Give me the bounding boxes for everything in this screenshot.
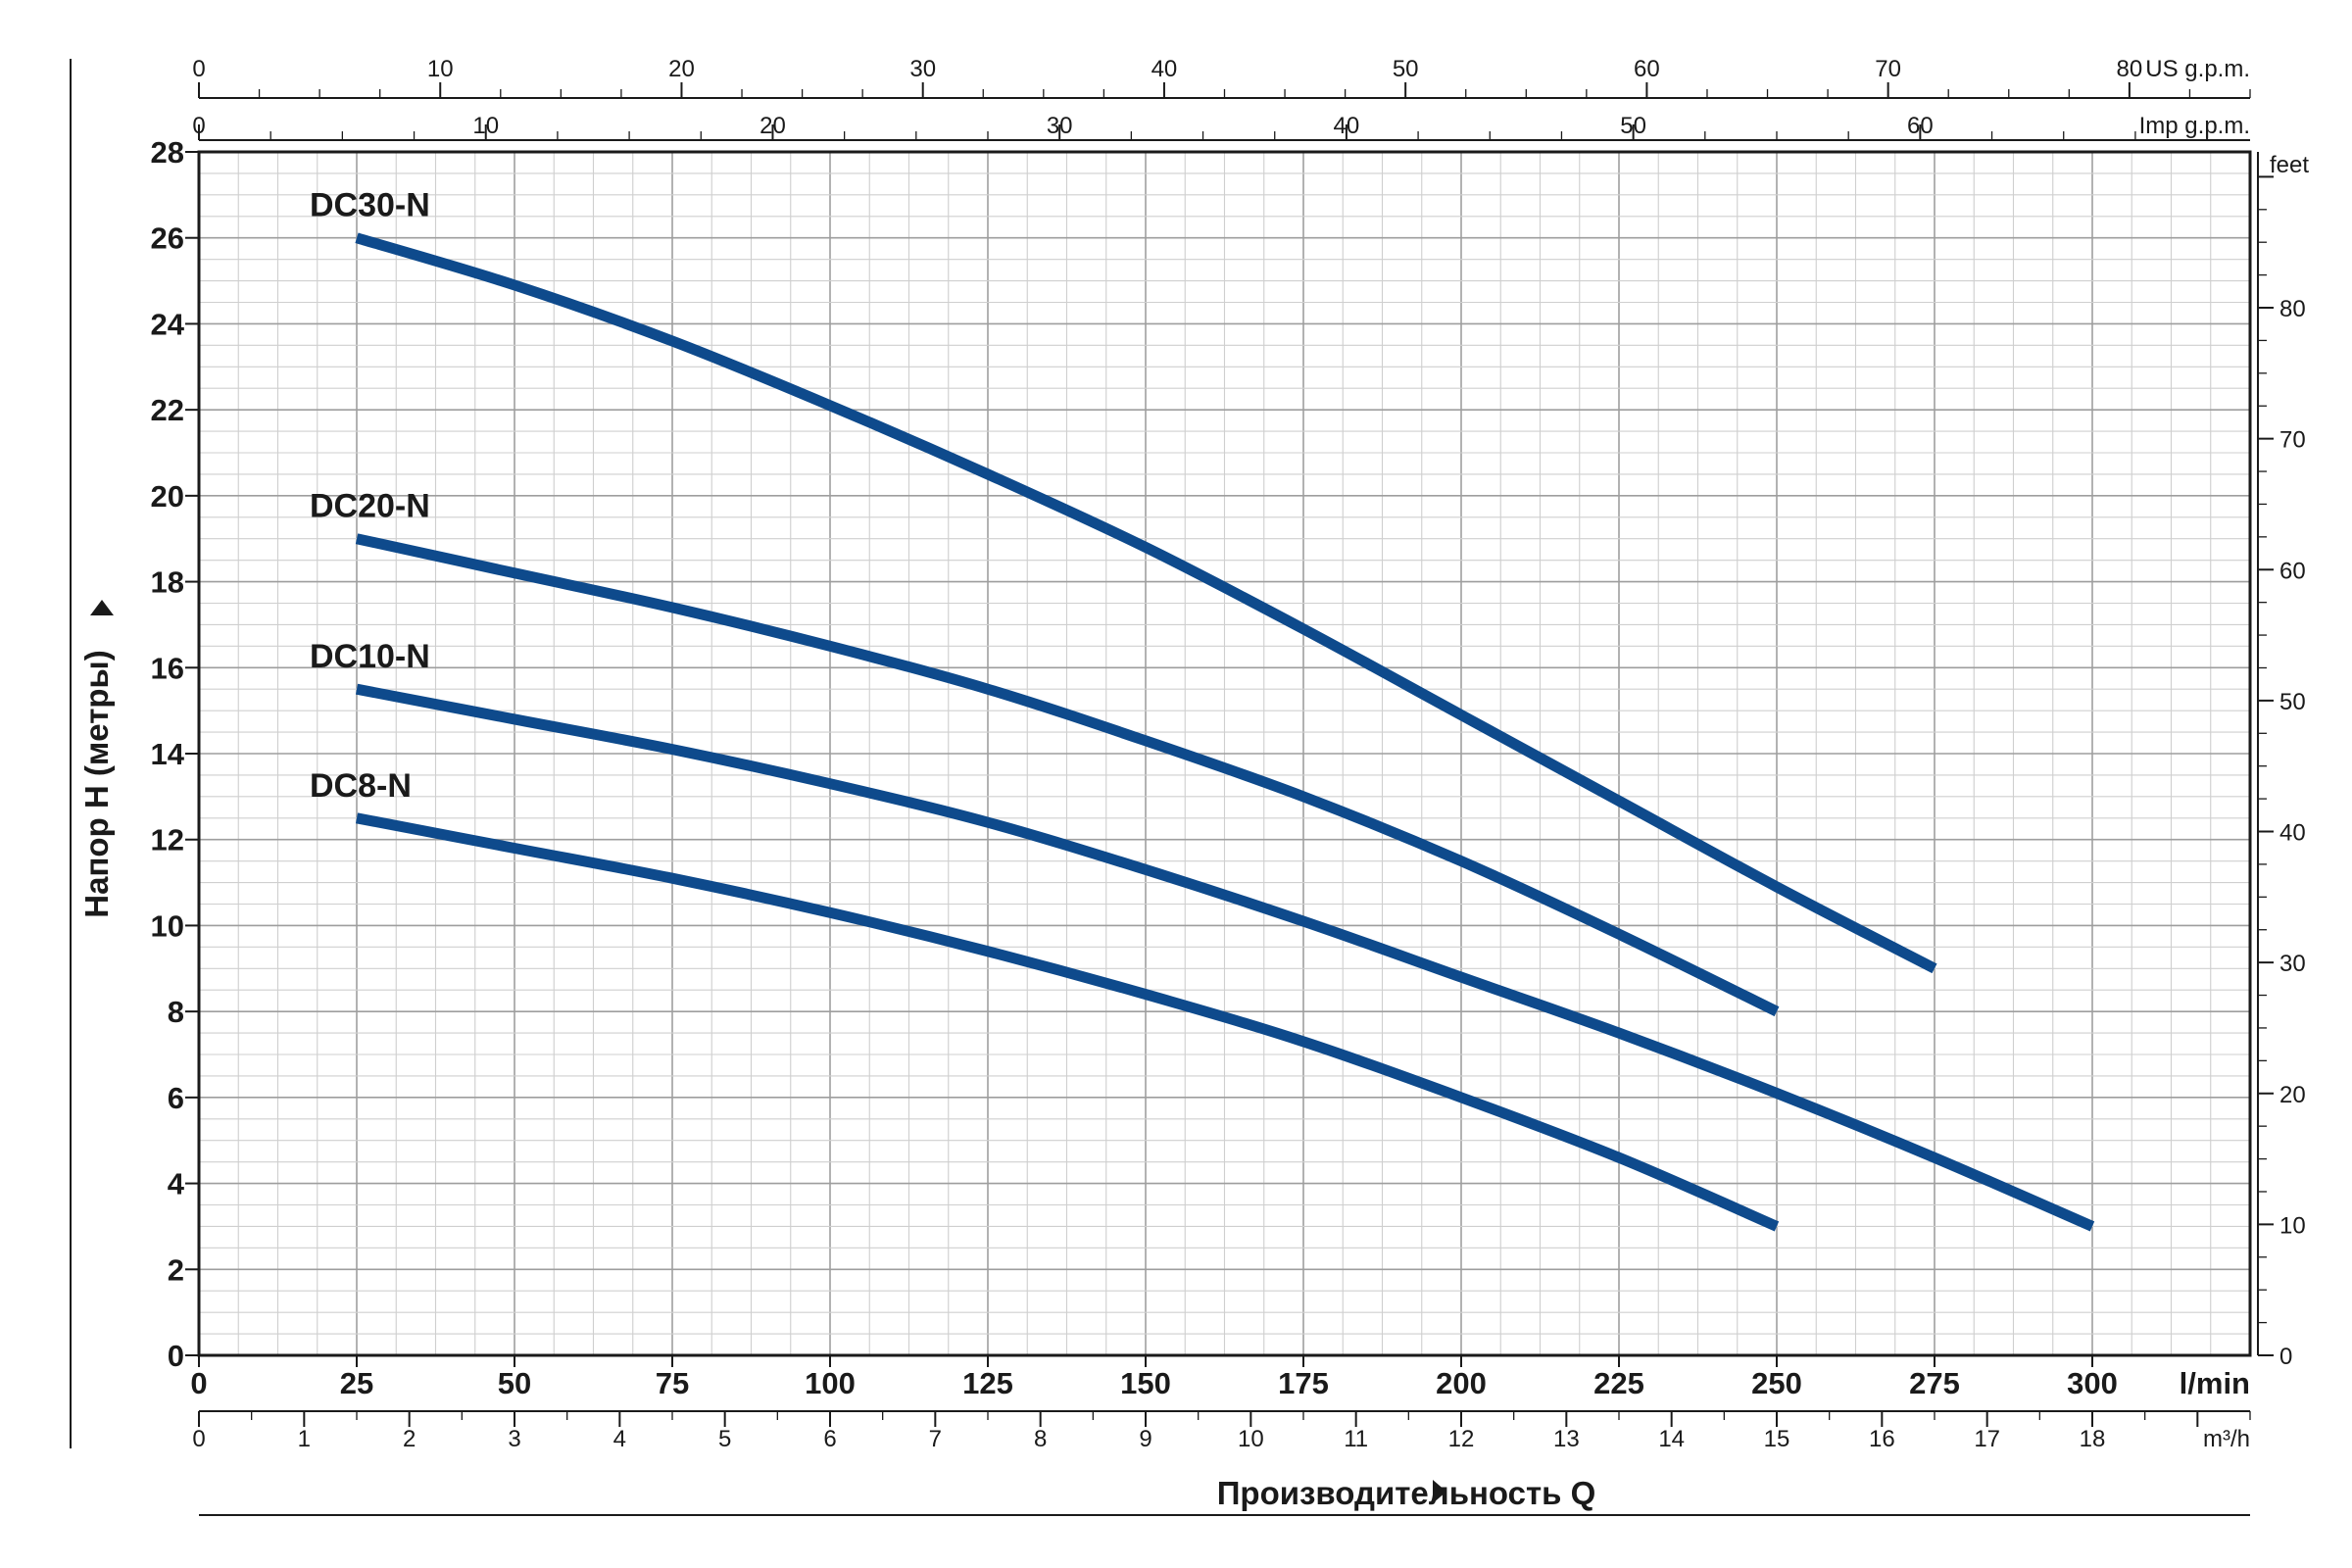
y-axis-title: Напор H (метры)	[78, 650, 115, 917]
us-gpm-tick-label: 40	[1152, 56, 1178, 82]
us-gpm-tick-label: 70	[1875, 56, 1901, 82]
m3h-tick-label: 10	[1238, 1426, 1264, 1452]
us-gpm-tick-label: 20	[668, 56, 695, 82]
imp-gpm-tick-label: 10	[472, 113, 499, 139]
imp-gpm-unit-label: Imp g.p.m.	[2139, 113, 2250, 139]
y-axis-arrow-icon	[90, 600, 114, 615]
imp-gpm-tick-label: 20	[760, 113, 786, 139]
x-tick-label: 25	[340, 1366, 373, 1400]
y-tick-label: 14	[151, 737, 185, 771]
feet-tick-label: 20	[2279, 1082, 2306, 1108]
x-tick-label: 150	[1120, 1366, 1171, 1400]
series-line-dc30-n	[355, 232, 1937, 974]
y-tick-label: 6	[168, 1081, 184, 1115]
feet-tick-label: 60	[2279, 558, 2306, 584]
x-tick-label: 300	[2067, 1366, 2118, 1400]
imp-gpm-tick-label: 30	[1047, 113, 1073, 139]
m3h-tick-label: 17	[1974, 1426, 2000, 1452]
feet-tick-label: 0	[2279, 1344, 2292, 1370]
y-tick-label: 26	[151, 221, 184, 256]
chart-series	[355, 232, 2095, 1232]
imp-gpm-tick-label: 0	[192, 113, 205, 139]
x-tick-label: 0	[190, 1366, 207, 1400]
chart-labels: DC30-N DC20-N DC10-N DC8-N Производительност…	[78, 187, 1595, 1511]
series-label-dc20-n: DC20-N	[310, 488, 430, 525]
us-gpm-tick-label: 60	[1634, 56, 1660, 82]
series-label-dc30-n: DC30-N	[310, 187, 430, 224]
us-gpm-tick-label: 80	[2117, 56, 2143, 82]
m3h-tick-label: 12	[1448, 1426, 1475, 1452]
y-tick-label: 24	[151, 307, 185, 341]
m3h-tick-label: 6	[823, 1426, 836, 1452]
x-tick-label: 125	[962, 1366, 1013, 1400]
x-tick-label: 250	[1751, 1366, 1802, 1400]
y-tick-label: 0	[168, 1339, 184, 1373]
y-tick-label: 28	[151, 135, 184, 170]
m3h-tick-label: 1	[298, 1426, 311, 1452]
x-tick-label: 100	[805, 1366, 856, 1400]
series-label-dc8-n: DC8-N	[310, 767, 412, 805]
feet-tick-label: 40	[2279, 820, 2306, 847]
feet-tick-label: 80	[2279, 296, 2306, 322]
y-tick-label: 20	[151, 479, 184, 514]
m3h-tick-label: 14	[1658, 1426, 1685, 1452]
y-tick-label: 18	[151, 565, 184, 600]
feet-tick-label: 50	[2279, 689, 2306, 715]
m3h-tick-label: 18	[2080, 1426, 2106, 1452]
feet-unit-label: feet	[2270, 152, 2309, 178]
m3h-tick-label: 5	[718, 1426, 731, 1452]
x-tick-label: 175	[1278, 1366, 1329, 1400]
m3h-tick-label: 4	[613, 1426, 626, 1452]
feet-tick-label: 30	[2279, 951, 2306, 977]
x-tick-label: 75	[656, 1366, 689, 1400]
y-tick-label: 10	[151, 908, 184, 943]
m3h-unit-label: m³/h	[2203, 1426, 2250, 1452]
imp-gpm-tick-label: 50	[1620, 113, 1646, 139]
chart-grid	[198, 151, 2251, 1356]
m3h-tick-label: 13	[1553, 1426, 1580, 1452]
y-tick-label: 4	[168, 1167, 185, 1201]
series-label-dc10-n: DC10-N	[310, 638, 430, 675]
m3h-tick-label: 11	[1344, 1426, 1368, 1452]
m3h-tick-label: 2	[403, 1426, 416, 1452]
y-tick-label: 16	[151, 651, 184, 685]
y-tick-label: 12	[151, 823, 184, 858]
us-gpm-tick-label: 50	[1393, 56, 1419, 82]
m3h-tick-label: 8	[1034, 1426, 1047, 1452]
m3h-tick-label: 3	[508, 1426, 520, 1452]
x-tick-label: 200	[1436, 1366, 1487, 1400]
us-gpm-tick-label: 0	[192, 56, 205, 82]
feet-tick-label: 70	[2279, 427, 2306, 454]
y-tick-label: 2	[168, 1252, 184, 1287]
us-gpm-unit-label: US g.p.m.	[2145, 56, 2250, 82]
m3h-tick-label: 7	[929, 1426, 942, 1452]
series-line-dc8-n	[355, 812, 1780, 1232]
imp-gpm-tick-label: 60	[1907, 113, 1934, 139]
x-tick-label: 50	[498, 1366, 531, 1400]
x-tick-label: 275	[1909, 1366, 1960, 1400]
us-gpm-tick-label: 30	[909, 56, 936, 82]
m3h-tick-label: 0	[192, 1426, 205, 1452]
x-tick-label: 225	[1593, 1366, 1644, 1400]
m3h-tick-label: 15	[1764, 1426, 1790, 1452]
m3h-tick-label: 9	[1139, 1426, 1152, 1452]
m3h-tick-label: 16	[1869, 1426, 1895, 1452]
us-gpm-tick-label: 10	[427, 56, 454, 82]
series-line-dc10-n	[355, 683, 2095, 1232]
series-line-dc20-n	[355, 533, 1780, 1017]
y-tick-label: 22	[151, 393, 184, 427]
feet-tick-label: 10	[2279, 1212, 2306, 1239]
x-axis-arrow-icon	[1433, 1480, 1446, 1503]
imp-gpm-tick-label: 40	[1334, 113, 1360, 139]
x-axis-title: Производительность Q	[1217, 1475, 1596, 1511]
x-unit-label: l/min	[2180, 1366, 2250, 1400]
y-tick-label: 8	[168, 995, 184, 1029]
